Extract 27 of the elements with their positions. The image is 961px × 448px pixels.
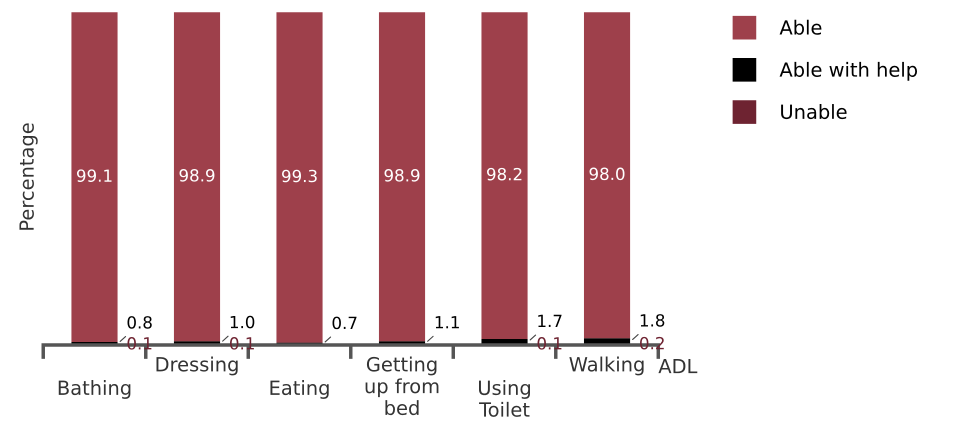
x-tick-label: Eating	[270, 380, 329, 399]
data-label: 98.9	[384, 169, 420, 182]
data-label: 99.1	[76, 169, 112, 182]
data-label: 0.2	[640, 336, 664, 350]
data-label: 0.1	[230, 337, 254, 350]
legend-label: Unable	[781, 104, 847, 120]
data-label: 0.8	[128, 316, 152, 329]
legend-label: Able with help	[780, 62, 918, 81]
legend-label: Able	[780, 20, 822, 35]
data-label: 99.3	[282, 170, 317, 182]
x-tick-label: Bathing	[58, 380, 130, 399]
data-label: 1.8	[640, 314, 664, 327]
x-tick-label: Walking	[569, 356, 644, 376]
x-tick-label: Dressing	[156, 356, 238, 376]
data-label: 1.7	[538, 314, 562, 327]
y-axis-title: Percentage	[19, 123, 38, 230]
data-label: 98.2	[487, 168, 522, 180]
data-label: 0.7	[332, 316, 357, 330]
x-tick-label: Using Toilet	[479, 380, 530, 417]
data-label: 0.1	[538, 337, 562, 350]
data-label: 98.9	[180, 169, 214, 182]
data-label: 0.1	[128, 337, 152, 350]
data-label: 1.0	[230, 316, 254, 328]
data-label: 1.1	[436, 316, 459, 328]
x-axis-title: ADL	[658, 359, 698, 374]
x-tick-label: Getting up from bed	[366, 356, 438, 416]
data-label: 98.0	[590, 168, 624, 180]
